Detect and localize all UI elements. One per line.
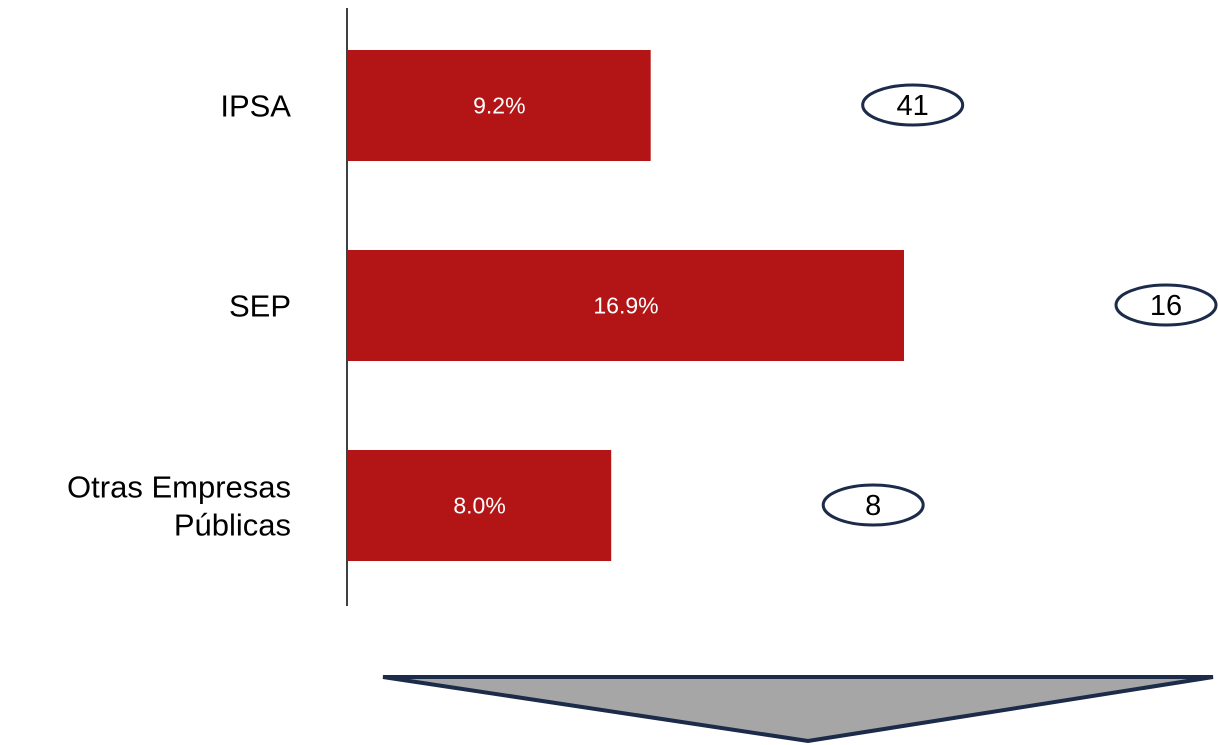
count-label: 16 bbox=[1150, 290, 1182, 322]
bar bbox=[348, 50, 651, 161]
bar-value-label: 16.9% bbox=[593, 293, 658, 319]
bar bbox=[348, 450, 612, 561]
count-badge bbox=[861, 83, 965, 127]
category-label: SEP bbox=[229, 289, 291, 324]
count-label: 8 bbox=[865, 490, 881, 522]
category-label: Públicas bbox=[174, 508, 291, 543]
category-label: IPSA bbox=[220, 89, 291, 124]
bar-value-label: 9.2% bbox=[473, 93, 525, 119]
bar bbox=[348, 250, 905, 361]
count-label: 41 bbox=[897, 90, 929, 122]
bar-value-label: 8.0% bbox=[453, 493, 505, 519]
count-badge bbox=[1114, 283, 1218, 327]
down-arrow-icon bbox=[382, 675, 1214, 744]
count-badge bbox=[821, 483, 925, 527]
category-label: Otras Empresas bbox=[67, 470, 291, 505]
